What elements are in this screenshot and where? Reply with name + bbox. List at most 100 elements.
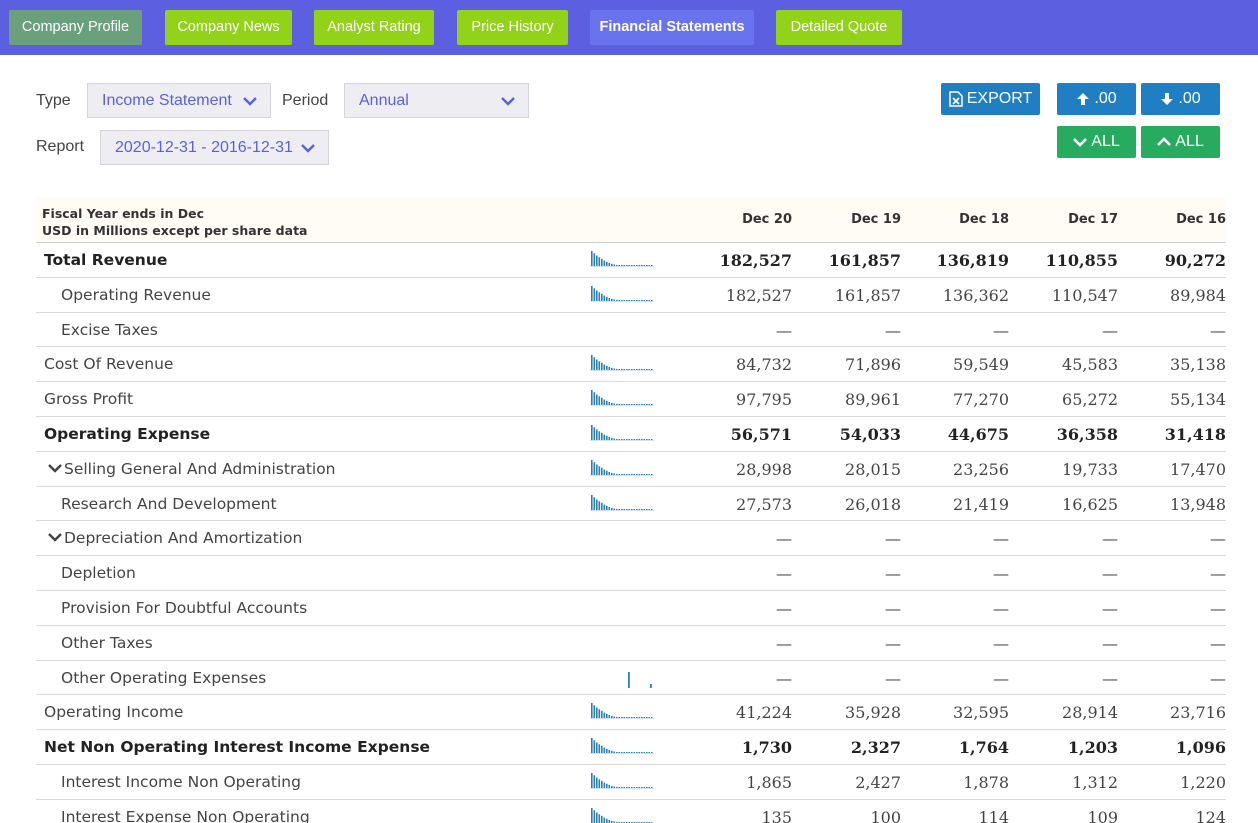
table-row: Interest Income Non Operating 1,865 2,427 1… bbox=[36, 765, 1226, 800]
sparkline-bar bbox=[626, 369, 628, 371]
table-cell: 89,961 bbox=[845, 390, 901, 410]
table-row: Other Taxes — — — — — bbox=[36, 626, 1226, 661]
table-cell: 124 bbox=[1195, 807, 1226, 823]
sparkline-bar bbox=[598, 709, 601, 719]
sparkline-bar bbox=[601, 432, 603, 440]
sparkline-bar bbox=[616, 438, 618, 440]
arrow-down-icon bbox=[1161, 93, 1174, 105]
sparkline-bar bbox=[646, 265, 648, 266]
table-cell: 84,732 bbox=[736, 355, 792, 375]
tab-financial-statements[interactable]: Financial Statements bbox=[590, 10, 754, 45]
sparkline-bar bbox=[608, 819, 611, 823]
row-label: Gross Profit bbox=[44, 390, 133, 408]
tab-company-profile[interactable]: Company Profile bbox=[9, 10, 142, 45]
sparkline-bar bbox=[626, 717, 628, 719]
sparkline-bar bbox=[641, 752, 643, 754]
sparkline-bar bbox=[611, 716, 613, 719]
sparkline-bar bbox=[611, 368, 613, 371]
type-select[interactable]: Income Statement bbox=[87, 83, 271, 118]
row-label-text: Selling General And Administration bbox=[64, 459, 336, 478]
sparkline-bar bbox=[623, 508, 626, 510]
table-row: Total Revenue 182,527 161,857 136,819 110,85… bbox=[36, 243, 1226, 278]
tab-price-history[interactable]: Price History bbox=[457, 10, 568, 45]
sparkline-chart bbox=[590, 355, 654, 372]
table-cell: 100 bbox=[870, 807, 901, 823]
table-cell: 2,427 bbox=[855, 772, 901, 792]
decimal-down-button[interactable]: .00 bbox=[1141, 83, 1220, 115]
sparkline-bar bbox=[628, 752, 631, 754]
table-cell: — bbox=[993, 564, 1009, 584]
period-select[interactable]: Annual bbox=[344, 83, 529, 118]
sparkline-bar bbox=[631, 508, 633, 510]
sparkline-bar bbox=[621, 404, 623, 406]
sparkline-bar bbox=[643, 752, 646, 754]
sparkline-bar bbox=[603, 364, 606, 371]
chevron-down-icon bbox=[48, 533, 62, 543]
table-cell: 19,733 bbox=[1062, 459, 1118, 479]
table-cell: 90,272 bbox=[1164, 251, 1226, 270]
sparkline-chart bbox=[590, 424, 654, 441]
sparkline-bar bbox=[598, 744, 601, 754]
sparkline-bar bbox=[603, 747, 606, 754]
sparkline-bar bbox=[621, 717, 623, 719]
sparkline-bar bbox=[651, 717, 653, 719]
sparkline-bar bbox=[641, 473, 643, 475]
sparkline-bar bbox=[613, 716, 616, 719]
sparkline-bar bbox=[648, 473, 651, 475]
sparkline-bar bbox=[626, 404, 628, 406]
row-toggle[interactable]: Depreciation And Amortization bbox=[46, 529, 302, 547]
sparkline-bar bbox=[638, 438, 641, 440]
chevron-up-icon bbox=[1157, 137, 1172, 146]
sparkline-bar bbox=[626, 438, 628, 440]
table-cell: 13,948 bbox=[1170, 494, 1226, 514]
sparkline-bar bbox=[623, 821, 626, 823]
sparkline-bar bbox=[591, 459, 593, 475]
sparkline-bar bbox=[603, 782, 606, 788]
sparkline-bar bbox=[591, 703, 593, 719]
sparkline-bar bbox=[593, 775, 596, 788]
collapse-all-button[interactable]: ALL bbox=[1057, 126, 1136, 158]
sparkline-bar bbox=[641, 717, 643, 719]
table-cell: — bbox=[1210, 529, 1226, 549]
table-cell: 1,865 bbox=[746, 772, 792, 792]
sparkline-bar bbox=[603, 434, 606, 440]
report-select[interactable]: 2020-12-31 - 2016-12-31 bbox=[100, 130, 329, 165]
sparkline-bar bbox=[598, 466, 601, 475]
table-cell: — bbox=[1210, 633, 1226, 653]
sparkline-bar bbox=[608, 263, 611, 266]
table-cell: — bbox=[1210, 320, 1226, 340]
collapse-all-label: ALL bbox=[1091, 133, 1120, 150]
sparkline-bar bbox=[631, 299, 633, 301]
sparkline-bar bbox=[636, 821, 638, 823]
arrow-up-icon bbox=[1077, 93, 1090, 105]
sparkline-bar bbox=[616, 752, 618, 754]
sparkline-bar bbox=[613, 821, 616, 823]
sparkline-bar bbox=[648, 369, 651, 371]
tab-analyst-rating[interactable]: Analyst Rating bbox=[314, 10, 434, 45]
tab-company-news[interactable]: Company News bbox=[165, 10, 292, 45]
sparkline-bar bbox=[633, 821, 636, 823]
sparkline-bar bbox=[606, 818, 608, 823]
sparkline-bar bbox=[641, 786, 643, 788]
row-toggle[interactable]: Selling General And Administration bbox=[46, 460, 336, 478]
sparkline-bar bbox=[648, 786, 651, 788]
table-cell: — bbox=[993, 633, 1009, 653]
decimal-up-button[interactable]: .00 bbox=[1057, 83, 1136, 115]
sparkline-bar bbox=[641, 821, 643, 823]
table-cell: 54,033 bbox=[839, 424, 901, 444]
export-button[interactable]: EXPORT bbox=[941, 83, 1040, 115]
sparkline-bar bbox=[608, 297, 611, 301]
sparkline-bar bbox=[646, 508, 648, 510]
row-label-text: Cost Of Revenue bbox=[44, 355, 174, 374]
sparkline-bar bbox=[628, 717, 631, 719]
tab-detailed-quote[interactable]: Detailed Quote bbox=[776, 10, 902, 45]
sparkline-bar bbox=[591, 807, 593, 823]
sparkline-bar bbox=[631, 404, 633, 406]
sparkline-bar bbox=[591, 390, 593, 406]
table-cell: — bbox=[776, 633, 792, 653]
sparkline-bar bbox=[616, 264, 618, 266]
sparkline-bar bbox=[636, 786, 638, 788]
expand-all-button[interactable]: ALL bbox=[1141, 126, 1220, 158]
table-cell: 161,857 bbox=[834, 285, 901, 305]
sparkline-bar bbox=[606, 470, 608, 475]
